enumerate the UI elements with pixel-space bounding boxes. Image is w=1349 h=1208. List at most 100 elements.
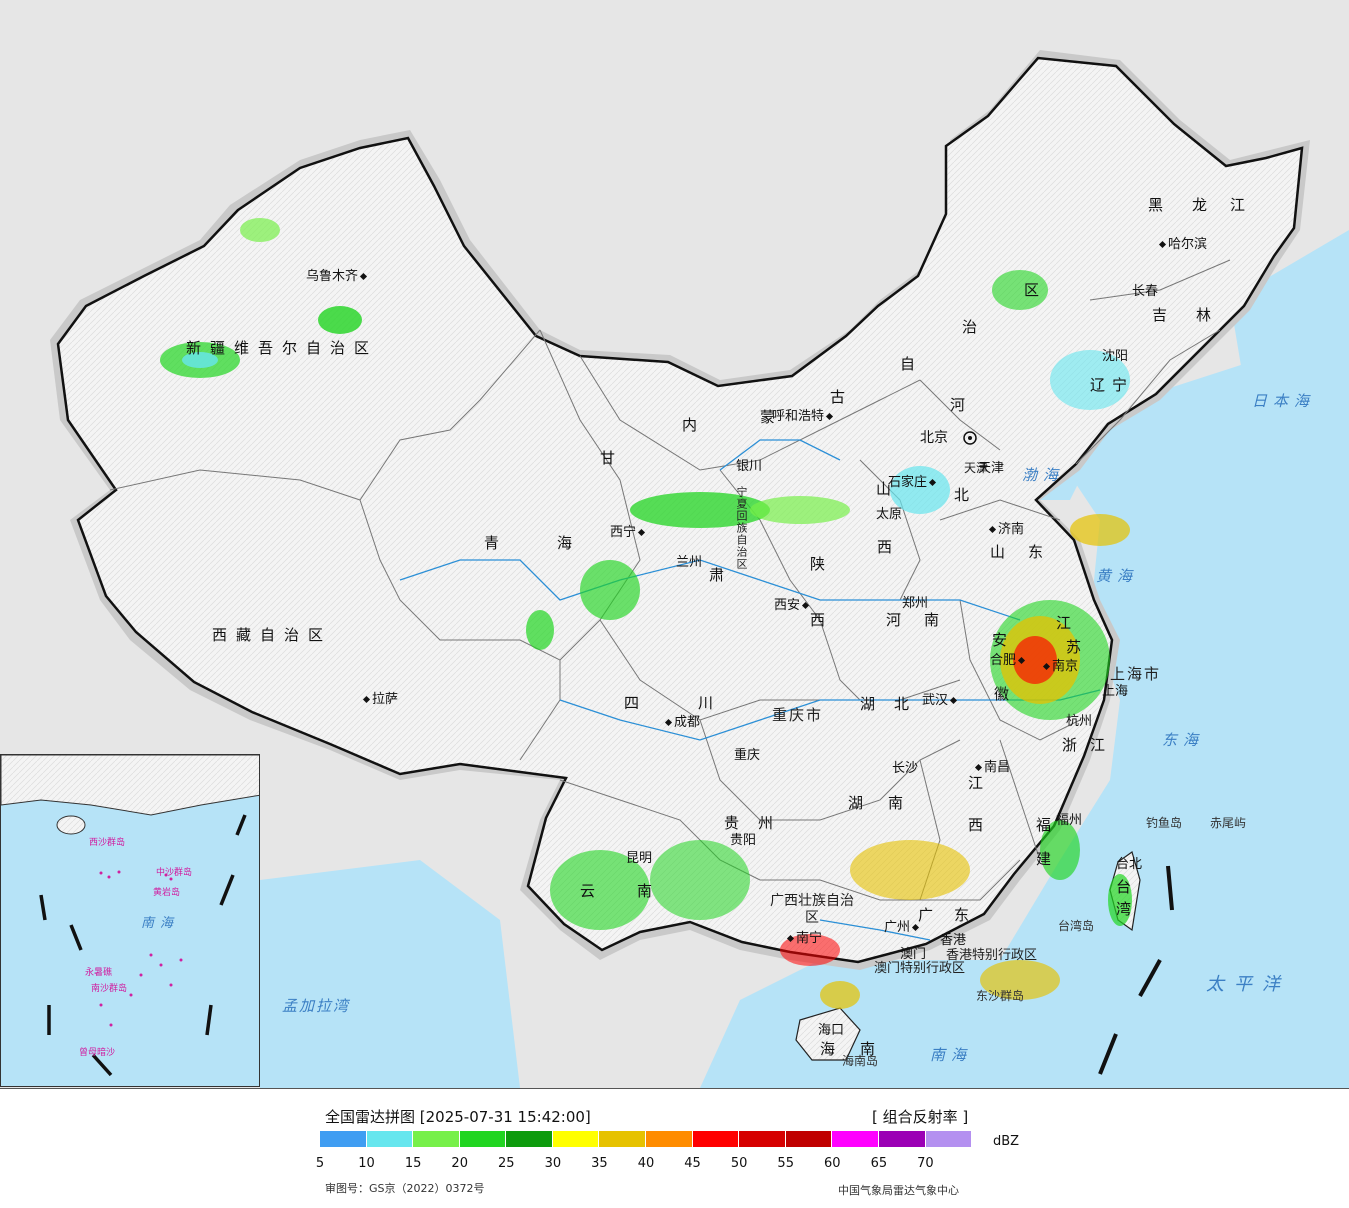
province-ningxia: 宁夏回族自治区 <box>735 486 748 570</box>
province-qing: 青 <box>484 534 509 552</box>
island-chiwei: 赤尾屿 <box>1210 816 1247 830</box>
legend-swatch <box>646 1131 693 1147</box>
legend-tick-label: 10 <box>358 1156 375 1171</box>
province-su: 肃 <box>709 566 734 584</box>
legend-swatch <box>413 1131 460 1147</box>
province-bei: 北 <box>954 486 979 504</box>
province-jian: 建 <box>1036 850 1061 868</box>
city-xining: 西宁 <box>610 526 646 539</box>
province-he: 河 <box>950 396 975 414</box>
province-shaan: 陕 <box>810 555 835 573</box>
province-su-jiangsu: 苏 <box>1066 638 1091 656</box>
province-si: 四 <box>624 694 649 712</box>
city-lanzhou: 兰州 <box>676 555 703 570</box>
sea-south-china: 南海 <box>930 1046 973 1064</box>
legend-tick-label: 60 <box>824 1156 841 1171</box>
bay-of-bengal <box>260 860 520 1088</box>
province-hongkong: 香港特别行政区 <box>946 948 1038 963</box>
province-lin: 林 <box>1196 306 1221 324</box>
city-shijiazhuang: 石家庄 <box>888 476 937 489</box>
province-nei: 内 <box>682 416 707 434</box>
city-urumqi: 乌鲁木齐 <box>306 270 368 283</box>
province-tibet: 西藏自治区 <box>212 626 333 644</box>
legend-unit: dBZ <box>993 1134 1020 1149</box>
province-qu: 区 <box>1024 281 1049 299</box>
province-bei-hubei: 北 <box>894 695 919 713</box>
legend-tick-label: 65 <box>870 1156 888 1171</box>
province-dong: 东 <box>1028 543 1053 561</box>
city-lhasa: 拉萨 <box>362 693 398 706</box>
province-hu-bei: 湖 <box>860 695 885 713</box>
inset-nansha: 南沙群岛 <box>91 984 128 994</box>
province-zhe: 浙 <box>1062 736 1087 754</box>
city-xian: 西安 <box>774 599 810 612</box>
city-yinchuan: 银川 <box>736 459 763 474</box>
province-ning: 宁 <box>1112 376 1137 394</box>
legend-swatch <box>320 1131 367 1147</box>
province-meng: 蒙 <box>760 408 785 426</box>
legend-tick-label: 45 <box>684 1156 701 1171</box>
city-chongqing: 重庆 <box>734 748 761 763</box>
sea-japan: 日本海 <box>1252 392 1316 410</box>
legend-swatch <box>599 1131 647 1147</box>
inset-south-china-sea: 南海 <box>141 916 180 931</box>
legend-swatch <box>366 1131 414 1147</box>
legend-tick-label: 70 <box>917 1156 934 1171</box>
province-shan-dong: 山 <box>990 543 1015 561</box>
province-hai: 海 <box>557 534 582 552</box>
province-tianjin: 天津 <box>964 461 989 475</box>
legend-tick-label: 35 <box>591 1156 608 1171</box>
city-shenyang: 沈阳 <box>1102 349 1129 364</box>
province-zhi: 治 <box>962 318 987 336</box>
province-shan-xi: 西 <box>877 538 902 556</box>
province-yun-nan: 南 <box>637 882 662 900</box>
province-shanghai: 上海市 <box>1110 665 1162 683</box>
province-ji: 吉 <box>1152 306 1177 324</box>
legend-color-bar <box>320 1131 973 1147</box>
city-hohhot: 呼和浩特 <box>772 410 834 423</box>
province-macau: 澳门特别行政区 <box>874 961 966 976</box>
province-gui: 贵 <box>724 814 749 832</box>
city-macau: 澳门 <box>900 947 927 962</box>
legend-swatch <box>692 1131 740 1147</box>
province-gan: 甘 <box>600 449 625 467</box>
sea-bengal: 孟加拉湾 <box>282 997 351 1015</box>
province-jiang-xi: 江 <box>968 774 993 792</box>
province-guangxi: 广西壮族自治区 <box>770 893 854 926</box>
city-changchun: 长春 <box>1132 284 1159 299</box>
maritime-boundary <box>1098 865 1174 1075</box>
island-dongsha: 东沙群岛 <box>976 989 1025 1003</box>
city-haikou: 海口 <box>818 1023 845 1038</box>
province-gu: 古 <box>830 388 855 406</box>
sea-yellow: 黄海 <box>1096 567 1139 585</box>
province-fu: 福 <box>1036 816 1061 834</box>
province-shaan-xi: 西 <box>810 611 835 629</box>
province-hu-nan: 湖 <box>848 794 873 812</box>
city-fuzhou: 福州 <box>1056 813 1083 828</box>
sea-pacific: 太平洋 <box>1206 974 1290 995</box>
city-kunming: 昆明 <box>626 851 653 866</box>
province-guang: 广 <box>918 906 943 924</box>
province-jiang-zhe: 江 <box>1090 736 1115 754</box>
map-canvas <box>50 50 1349 1088</box>
province-hui: 徽 <box>994 685 1019 703</box>
south-china-sea-inset: 南海 中沙群岛 黄岩岛 西沙群岛 南沙群岛 曾母暗沙 永暑礁 <box>0 754 260 1087</box>
city-chengdu: 成都 <box>664 716 700 729</box>
island-taiwan: 台湾岛 <box>1058 919 1095 933</box>
province-hai-hainan: 海 <box>820 1040 845 1058</box>
legend-product-name: [ 组合反射率 ] <box>872 1108 969 1126</box>
city-taiyuan: 太原 <box>876 507 903 522</box>
city-beijing: 北京 <box>920 430 948 446</box>
province-dong-guangdong: 东 <box>954 906 979 924</box>
city-harbin: 哈尔滨 <box>1158 238 1207 251</box>
city-shanghai: 上海 <box>1102 684 1129 699</box>
legend-swatch <box>459 1131 507 1147</box>
inset-zhongsha: 中沙群岛 <box>156 868 193 878</box>
province-jiang: 江 <box>1230 196 1255 214</box>
province-tai: 台 <box>1116 878 1141 896</box>
city-hefei: 合肥 <box>990 654 1026 667</box>
legend-tick-label: 40 <box>637 1156 655 1171</box>
city-nanning: 南宁 <box>786 932 822 945</box>
city-changsha: 长沙 <box>892 761 919 776</box>
city-jinan: 济南 <box>988 523 1024 536</box>
